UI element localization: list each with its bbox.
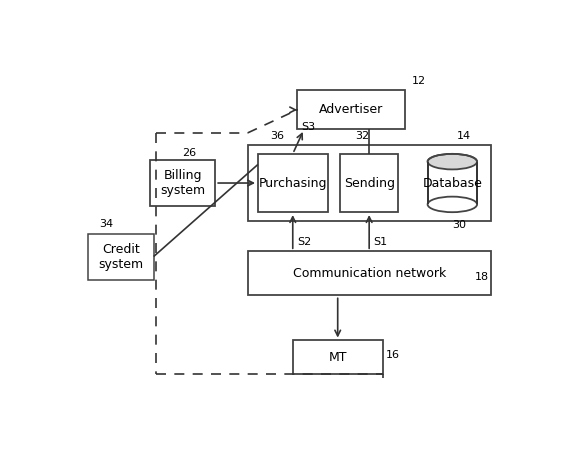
- Bar: [293, 341, 383, 374]
- Text: 12: 12: [412, 76, 426, 86]
- Bar: [150, 160, 215, 206]
- Bar: [340, 154, 398, 212]
- Text: S1: S1: [374, 237, 388, 246]
- Text: Credit
system: Credit system: [99, 242, 144, 270]
- Text: Advertiser: Advertiser: [319, 103, 383, 117]
- Bar: [297, 90, 405, 129]
- Text: Communication network: Communication network: [292, 267, 446, 280]
- Text: Billing
system: Billing system: [160, 169, 205, 197]
- Bar: [258, 154, 328, 212]
- Ellipse shape: [427, 154, 477, 169]
- Text: Purchasing: Purchasing: [259, 177, 327, 190]
- Ellipse shape: [427, 196, 477, 212]
- Text: MT: MT: [328, 351, 347, 364]
- Text: 18: 18: [475, 272, 489, 282]
- Text: 34: 34: [100, 219, 114, 229]
- Text: 36: 36: [270, 131, 284, 140]
- Text: 32: 32: [355, 131, 369, 140]
- Bar: [248, 145, 491, 221]
- Text: 26: 26: [182, 148, 196, 157]
- Text: S2: S2: [297, 237, 311, 246]
- Text: Database: Database: [422, 177, 482, 190]
- Bar: [89, 234, 154, 280]
- Text: 14: 14: [457, 131, 471, 140]
- Text: 30: 30: [452, 220, 466, 230]
- Text: Sending: Sending: [344, 177, 394, 190]
- Bar: [427, 162, 477, 204]
- Text: 16: 16: [386, 350, 400, 360]
- Bar: [248, 251, 491, 296]
- Text: S3: S3: [301, 122, 315, 132]
